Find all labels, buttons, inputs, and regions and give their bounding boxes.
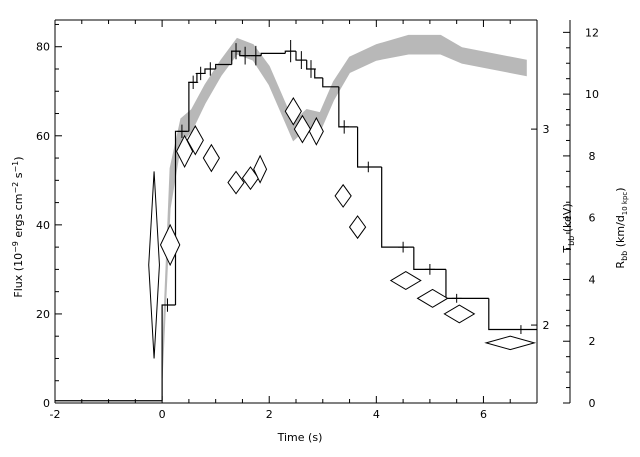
flux-tick-label: 0: [43, 397, 50, 410]
flux-bin: [322, 77, 339, 88]
x-tick-label: 6: [480, 408, 487, 421]
flux-tick-label: 40: [36, 219, 50, 232]
radius-band-layer: [161, 34, 527, 379]
flux-error-bar: [231, 43, 242, 60]
flux-bin: [445, 269, 489, 299]
temperature-point: [334, 183, 352, 208]
temperature-points-layer: [148, 96, 537, 359]
flux-error-bar: [339, 120, 350, 134]
temperature-axis-label: Tbb (keV): [561, 203, 576, 253]
temperature-point: [159, 223, 181, 267]
flux-error-bar: [515, 325, 526, 334]
flux-error-bar: [424, 264, 435, 275]
radius-axis-label: Rbb (km/d10 kpc): [614, 187, 629, 268]
temperature-point: [202, 143, 220, 173]
flux-error-bar: [250, 45, 261, 66]
flux-bin: [215, 63, 232, 69]
flux-error-bar: [285, 40, 296, 63]
temperature-point: [253, 154, 268, 184]
flux-bin: [356, 126, 382, 168]
flux-error-bar: [195, 66, 206, 81]
left-axis-label: Flux (10−9 ergs cm−2 s−1): [11, 156, 25, 297]
flux-error-bar: [188, 75, 199, 90]
flux-error-bar: [451, 293, 462, 303]
temperature-point: [148, 171, 160, 359]
temperature-point: [284, 96, 302, 126]
temperature-point: [186, 124, 204, 156]
x-axis-label: Time (s): [277, 431, 323, 444]
flux-bin: [413, 247, 446, 270]
radius-tick-label: 10: [585, 88, 599, 101]
x-tick-label: 4: [373, 408, 380, 421]
x-tick-label: -2: [50, 408, 61, 421]
temperature-point: [443, 304, 476, 324]
flux-error-bar: [176, 124, 187, 139]
temperature-point: [308, 116, 324, 146]
flux-bin: [314, 68, 323, 79]
x-tick-label: 0: [159, 408, 166, 421]
radius-tick-label: 2: [589, 335, 596, 348]
temperature-point: [176, 134, 194, 169]
temperature-point: [416, 288, 449, 308]
radius-tick-label: 8: [589, 150, 596, 163]
flux-error-bar: [398, 241, 409, 253]
flux-error-bar: [363, 161, 374, 173]
flux-tick-label: 80: [36, 41, 50, 54]
flux-error-bar: [296, 51, 307, 69]
flux-error-bar: [240, 46, 251, 65]
temperature-point: [348, 215, 367, 240]
temperature-point: [484, 335, 537, 351]
radius-tick-label: 4: [589, 273, 596, 286]
flux-tick-label: 60: [36, 130, 50, 143]
flux-error-bar: [205, 62, 216, 76]
radius-tick-label: 0: [589, 397, 596, 410]
radius-tick-label: 6: [589, 212, 596, 225]
flux-bin: [488, 298, 537, 331]
flux-error-bar: [305, 60, 316, 78]
radius-band: [161, 34, 527, 379]
flux-error-bar: [162, 298, 173, 312]
flux-error-layer: [162, 40, 526, 334]
x-tick-label: 2: [266, 408, 273, 421]
temperature-tick-label: 3: [543, 123, 550, 136]
temperature-point: [227, 170, 245, 195]
flux-bin: [260, 52, 286, 56]
radius-tick-label: 12: [585, 26, 599, 39]
flux-tick-label: 20: [36, 308, 50, 321]
flux-bin: [381, 166, 414, 248]
temperature-tick-label: 2: [543, 319, 550, 332]
temperature-point: [389, 271, 422, 291]
